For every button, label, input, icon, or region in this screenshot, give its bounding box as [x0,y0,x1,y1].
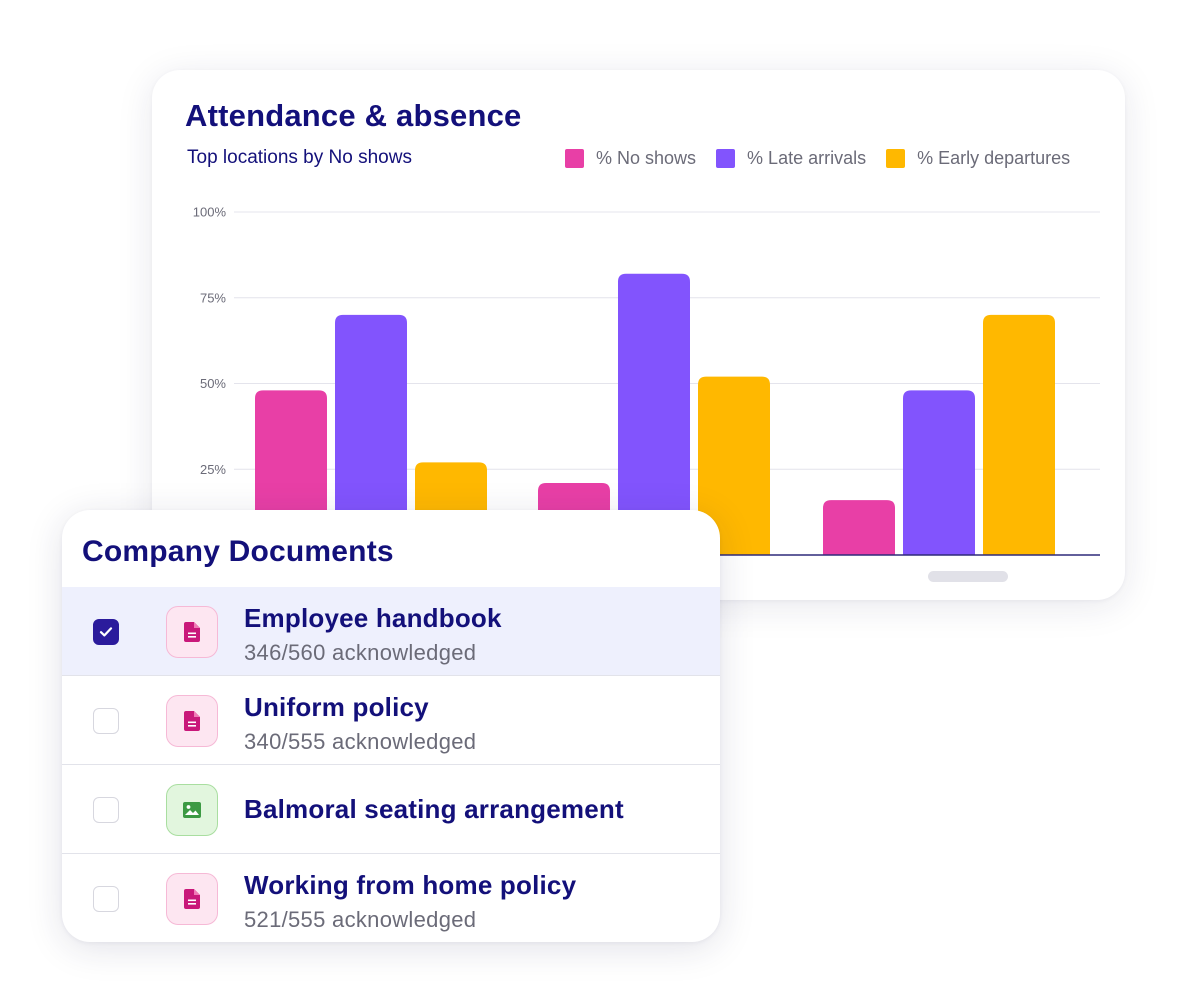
y-tick-label: 50% [200,376,226,391]
bar[interactable] [823,500,895,555]
document-checkbox[interactable] [93,708,119,734]
document-name: Uniform policy [244,692,429,722]
document-row-working-from-home-policy[interactable]: Working from home policy 521/555 acknowl… [62,854,720,942]
document-name: Employee handbook [244,603,502,633]
document-row-uniform-policy[interactable]: Uniform policy 340/555 acknowledged [62,676,720,765]
document-ack-count: 346/560 acknowledged [244,640,477,665]
chart-scrollbar-thumb[interactable] [928,571,1008,582]
legend-item-early-departures: % Early departures [886,148,1070,169]
chart-legend: % No shows % Late arrivals % Early depar… [565,148,1070,169]
y-tick-label: 25% [200,462,226,477]
document-ack-count: 521/555 acknowledged [244,907,477,932]
document-icon [166,873,218,925]
document-row-balmoral-seating-arrangement[interactable]: Balmoral seating arrangement [62,765,720,854]
document-icon [166,695,218,747]
legend-swatch-early-departures [886,149,906,168]
bar-chart: 100% 75% 50% 25% [193,205,1100,556]
legend-item-late-arrivals: % Late arrivals [716,148,866,169]
attendance-title: Attendance & absence [185,98,522,133]
documents-title: Company Documents [82,535,394,568]
document-checkbox[interactable] [93,797,119,823]
bar[interactable] [983,314,1055,555]
check-icon [99,627,113,637]
document-checkbox[interactable] [93,619,119,645]
y-tick-label: 75% [200,290,226,305]
document-icon [166,606,218,658]
bar[interactable] [618,273,690,555]
legend-label-no-shows: % No shows [596,148,697,168]
bar[interactable] [903,390,975,555]
attendance-subtitle: Top locations by No shows [187,147,412,168]
document-list: Employee handbook 346/560 acknowledged U… [62,587,720,942]
legend-item-no-shows: % No shows [565,148,696,169]
image-icon [166,784,218,836]
bar[interactable] [335,314,407,555]
legend-swatch-no-shows [565,149,584,168]
bar[interactable] [698,376,770,555]
document-checkbox[interactable] [93,886,119,912]
y-tick-label: 100% [193,205,227,220]
legend-label-late-arrivals: % Late arrivals [747,148,867,168]
legend-label-early-departures: % Early departures [917,148,1071,168]
legend-swatch-late-arrivals [716,149,736,168]
document-ack-count: 340/555 acknowledged [244,729,477,754]
document-row-employee-handbook[interactable]: Employee handbook 346/560 acknowledged [62,587,720,676]
document-name: Working from home policy [244,870,577,900]
documents-card: Company Documents Employee handbook 346/… [62,510,720,942]
document-name: Balmoral seating arrangement [244,794,624,824]
